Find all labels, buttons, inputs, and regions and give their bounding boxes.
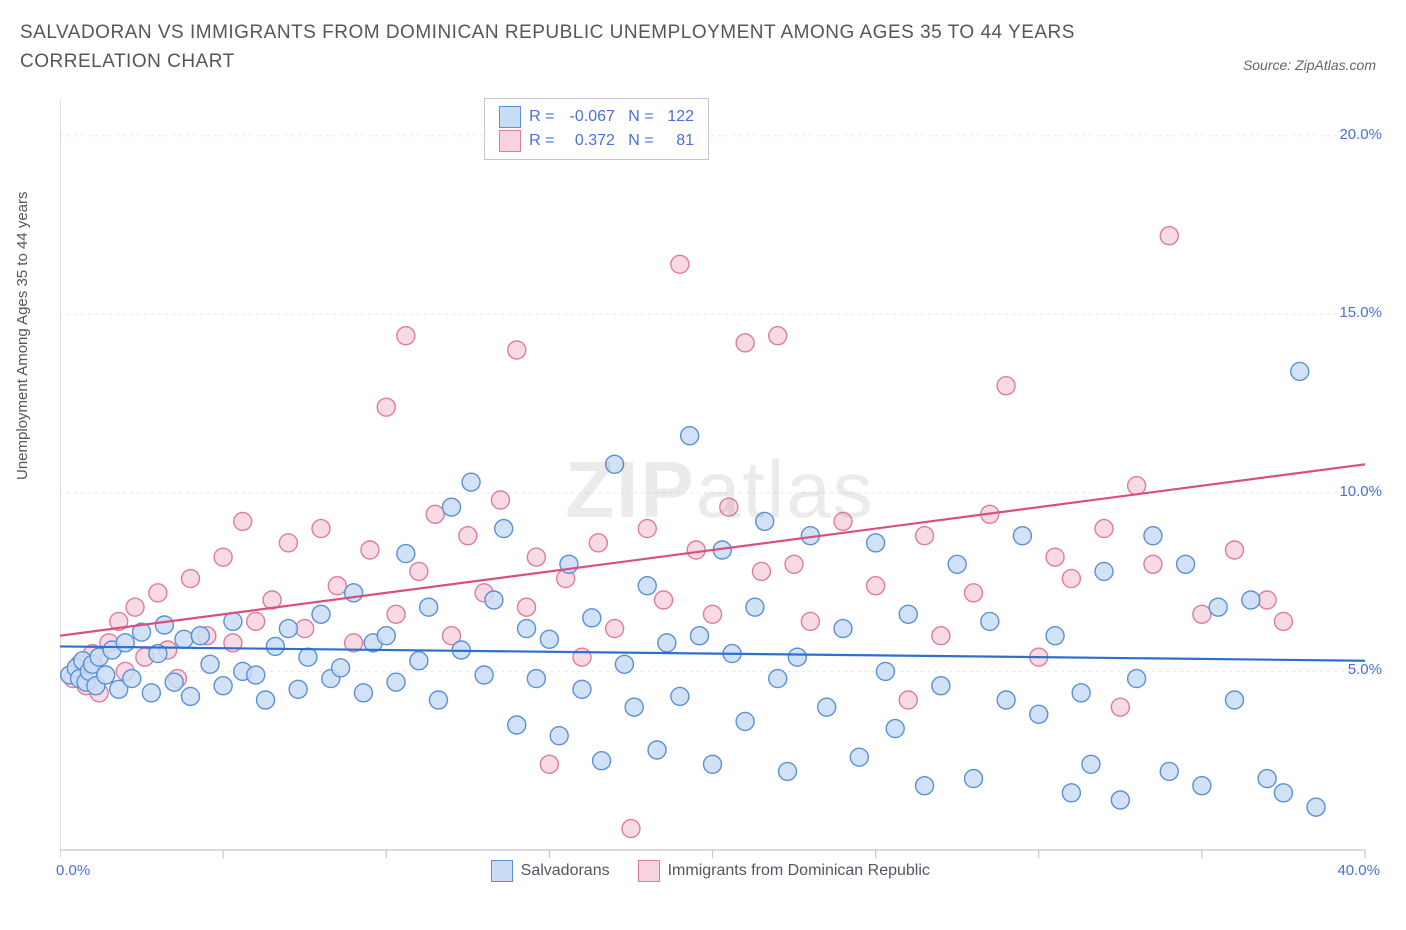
y-tick-label: 15.0% (1339, 304, 1382, 321)
legend-label: Immigrants from Dominican Republic (668, 862, 930, 880)
y-tick-label: 20.0% (1339, 126, 1382, 143)
legend-swatch (491, 860, 513, 882)
series-legend: Salvadorans Immigrants from Dominican Rep… (491, 860, 930, 882)
chart-title: SALVADORAN VS IMMIGRANTS FROM DOMINICAN … (20, 18, 1120, 77)
source-label: Source: ZipAtlas.com (1243, 57, 1376, 77)
header-row: SALVADORAN VS IMMIGRANTS FROM DOMINICAN … (0, 0, 1406, 81)
y-tick-label: 10.0% (1339, 483, 1382, 500)
legend-stats: R = 0.372 N = 81 (529, 129, 694, 153)
y-tick-label: 5.0% (1348, 661, 1382, 678)
plot-area: ZIPatlas 5.0%10.0%15.0%20.0%0.0%40.0%R =… (60, 100, 1380, 880)
legend-item: Immigrants from Dominican Republic (638, 860, 930, 882)
y-axis-label: Unemployment Among Ages 35 to 44 years (14, 191, 31, 480)
legend-label: Salvadorans (521, 862, 610, 880)
scatter-chart (60, 100, 1380, 880)
legend-swatch (499, 106, 521, 128)
legend-stats: R = -0.067 N = 122 (529, 105, 694, 129)
legend-swatch (638, 860, 660, 882)
correlation-legend: R = -0.067 N = 122R = 0.372 N = 81 (484, 98, 709, 160)
x-tick-label: 40.0% (1337, 862, 1380, 879)
legend-swatch (499, 130, 521, 152)
x-tick-label: 0.0% (56, 862, 90, 879)
legend-item: Salvadorans (491, 860, 610, 882)
